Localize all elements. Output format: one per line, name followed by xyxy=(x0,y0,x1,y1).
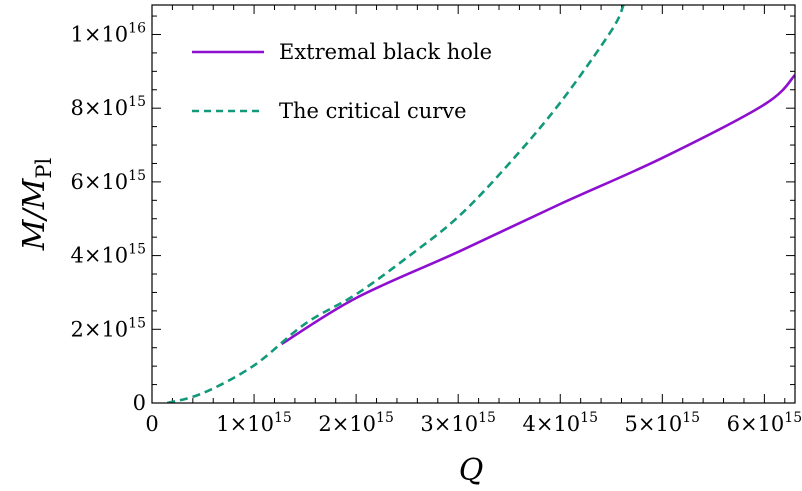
series-line-extremal-black-hole xyxy=(280,74,795,346)
legend-label-extremal: Extremal black hole xyxy=(279,40,492,64)
x-tick-label: 0 xyxy=(145,412,158,436)
x-tick-label: 1×1015 xyxy=(216,410,292,436)
x-tick-label: 2×1015 xyxy=(318,410,394,436)
x-tick-label: 6×1015 xyxy=(727,410,802,436)
series-layer xyxy=(166,5,795,403)
y-tick-label: 8×1015 xyxy=(70,94,146,120)
legend-label-critical: The critical curve xyxy=(279,99,467,123)
plot-frame xyxy=(151,4,796,404)
tick-labels: 0 1×1015 2×1015 3×1015 4×1015 5×1015 6×1015 0 2×… xyxy=(70,20,802,436)
legend: Extremal black hole The critical curve xyxy=(192,40,492,123)
y-tick-label: 1×1016 xyxy=(70,20,146,46)
x-tick-label: 3×1015 xyxy=(420,410,496,436)
y-axis-label: M/MPl xyxy=(17,158,56,252)
x-tick-label: 5×1015 xyxy=(625,410,701,436)
y-tick-label: 2×1015 xyxy=(70,315,146,341)
axis-ticks xyxy=(151,5,795,404)
svg-text:M/MPl: M/MPl xyxy=(17,158,56,252)
x-axis-label: Q xyxy=(459,453,484,488)
y-tick-label: 4×1015 xyxy=(70,242,146,268)
y-tick-label: 0 xyxy=(133,391,146,415)
x-tick-label: 4×1015 xyxy=(522,410,598,436)
y-tick-label: 6×1015 xyxy=(70,168,146,194)
series-line-critical-curve xyxy=(166,5,625,403)
